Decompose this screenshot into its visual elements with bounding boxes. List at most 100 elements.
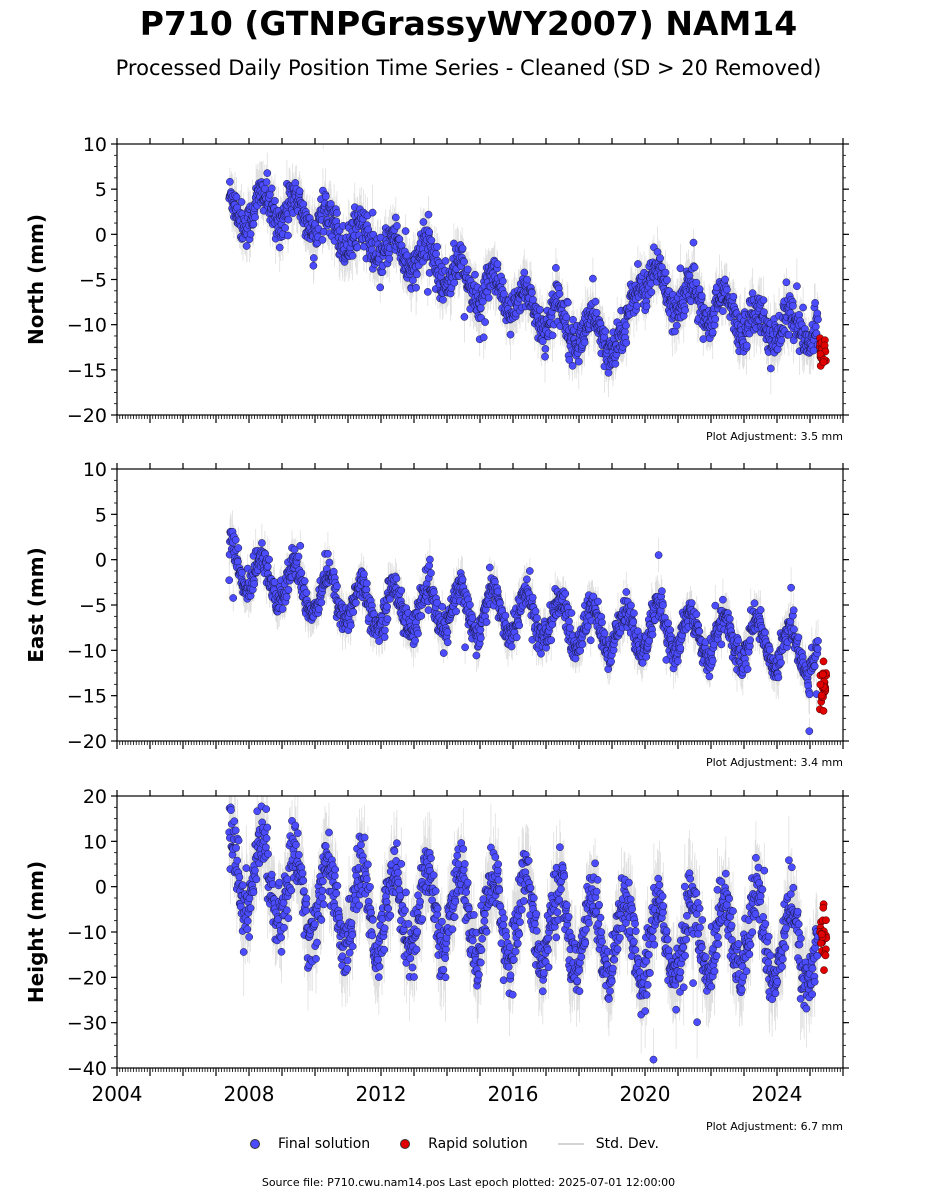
final-point [777, 658, 785, 667]
final-point [482, 618, 491, 626]
final-point [525, 567, 534, 575]
final-point [634, 260, 642, 268]
final-point [423, 288, 432, 296]
final-point [380, 633, 389, 641]
final-point [664, 619, 672, 628]
final-point [594, 597, 602, 606]
final-point [711, 601, 720, 610]
final-point [349, 608, 358, 616]
y-tick-label: −5 [79, 270, 107, 292]
final-point [390, 847, 399, 856]
final-point [367, 908, 375, 917]
final-point [672, 321, 681, 330]
final-point [506, 330, 515, 339]
final-point [743, 665, 752, 673]
final-point [468, 614, 477, 622]
final-point [470, 911, 478, 919]
final-point [245, 933, 254, 941]
final-point [317, 598, 326, 607]
final-point [528, 288, 536, 297]
final-point [318, 893, 326, 902]
final-point [360, 570, 368, 578]
final-point [450, 913, 459, 921]
final-point [475, 970, 483, 979]
final-point [397, 586, 406, 595]
final-point [239, 881, 247, 890]
final-point [810, 662, 819, 670]
final-point [332, 889, 341, 898]
final-point [411, 636, 419, 645]
final-point [374, 955, 382, 964]
final-point [463, 265, 472, 274]
final-point [578, 640, 587, 649]
final-point [460, 860, 469, 868]
final-point [544, 946, 552, 955]
final-point [262, 805, 271, 813]
final-point [723, 285, 731, 294]
final-point [309, 254, 318, 262]
final-point [460, 313, 469, 321]
final-point [267, 870, 276, 879]
final-point [284, 215, 293, 224]
final-point [348, 251, 357, 260]
final-point [471, 270, 479, 279]
final-point [301, 906, 310, 915]
y-axis-label: East (mm) [24, 547, 48, 663]
y-tick-label: −15 [67, 360, 107, 382]
final-point [556, 843, 564, 852]
final-point [509, 955, 518, 964]
final-point [592, 308, 601, 317]
final-point [433, 598, 442, 607]
final-point [242, 242, 251, 250]
final-point [530, 920, 539, 928]
final-point [789, 302, 797, 310]
final-point [393, 222, 401, 230]
final-point [368, 931, 377, 940]
panel-1: 10 5 0 −5 −10 −15 −20 North (mm) Plot Adjustment… [24, 134, 849, 443]
final-point [805, 690, 814, 699]
final-point [397, 860, 406, 868]
final-point [476, 304, 485, 312]
final-point [299, 876, 308, 885]
final-point [708, 657, 717, 665]
final-point [611, 359, 620, 368]
final-point [348, 931, 357, 939]
final-point [419, 218, 428, 226]
final-point [284, 914, 293, 923]
final-point [565, 356, 574, 364]
final-point [638, 659, 647, 667]
final-point [234, 836, 243, 845]
final-point [418, 915, 427, 923]
final-point [312, 954, 320, 963]
final-point [426, 555, 434, 564]
final-point [458, 244, 467, 253]
final-point [538, 987, 547, 996]
final-point [658, 587, 666, 595]
final-point [511, 947, 520, 956]
final-point [504, 963, 513, 971]
final-point [515, 621, 524, 630]
final-point [393, 839, 401, 848]
final-point [690, 263, 699, 272]
final-point [293, 829, 302, 838]
final-point [627, 601, 635, 610]
final-point [383, 615, 392, 623]
chart-subtitle: Processed Daily Position Time Series - C… [115, 56, 822, 80]
final-point [500, 914, 508, 923]
final-point [622, 338, 631, 347]
final-point [352, 598, 360, 607]
final-point [458, 575, 467, 584]
final-point [298, 869, 307, 878]
panel-2: 10 5 0 −5 −10 −15 −20 East (mm) Plot Adjustment:… [24, 459, 849, 769]
final-point [676, 644, 685, 653]
final-point [432, 250, 440, 258]
final-point [565, 617, 573, 626]
final-point [526, 884, 535, 892]
final-point [431, 887, 440, 895]
panel-2-frame [116, 468, 844, 742]
final-point [734, 636, 742, 645]
final-point [528, 593, 537, 602]
final-point [318, 886, 327, 895]
final-point [412, 283, 420, 292]
final-point [507, 642, 516, 651]
